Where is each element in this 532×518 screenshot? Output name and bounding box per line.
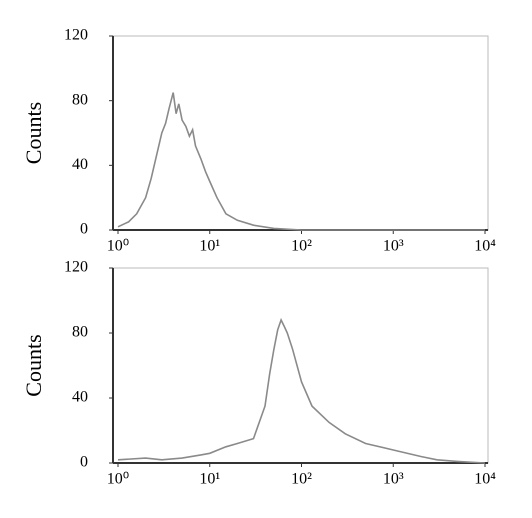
plot-frame (112, 35, 489, 231)
y-tick-label: 120 (64, 259, 88, 276)
x-tick-label: 10⁴ (474, 238, 496, 255)
plot-frame (112, 267, 489, 464)
y-tick-label: 80 (72, 324, 88, 341)
y-tick-label: 40 (72, 156, 88, 173)
x-tick-label: 10⁴ (474, 471, 496, 488)
x-tick-label: 10¹ (199, 238, 220, 255)
histogram-line (117, 317, 486, 464)
y-tick-label: 120 (64, 27, 88, 44)
x-tick-label: 10³ (383, 471, 404, 488)
x-tick-label: 10² (291, 238, 312, 255)
x-tick-label: 10¹ (199, 471, 220, 488)
y-axis-label: Counts (21, 102, 46, 164)
y-axis-label: Counts (21, 334, 46, 396)
x-tick-label: 10⁰ (107, 471, 129, 488)
histogram-line (117, 92, 485, 231)
y-tick-label: 80 (72, 91, 88, 108)
y-tick-label: 0 (80, 221, 88, 238)
x-tick-label: 10⁰ (107, 238, 129, 255)
x-tick-label: 10³ (383, 238, 404, 255)
y-tick-label: 40 (72, 389, 88, 406)
y-tick-label: 0 (80, 454, 88, 471)
x-tick-label: 10² (291, 471, 312, 488)
